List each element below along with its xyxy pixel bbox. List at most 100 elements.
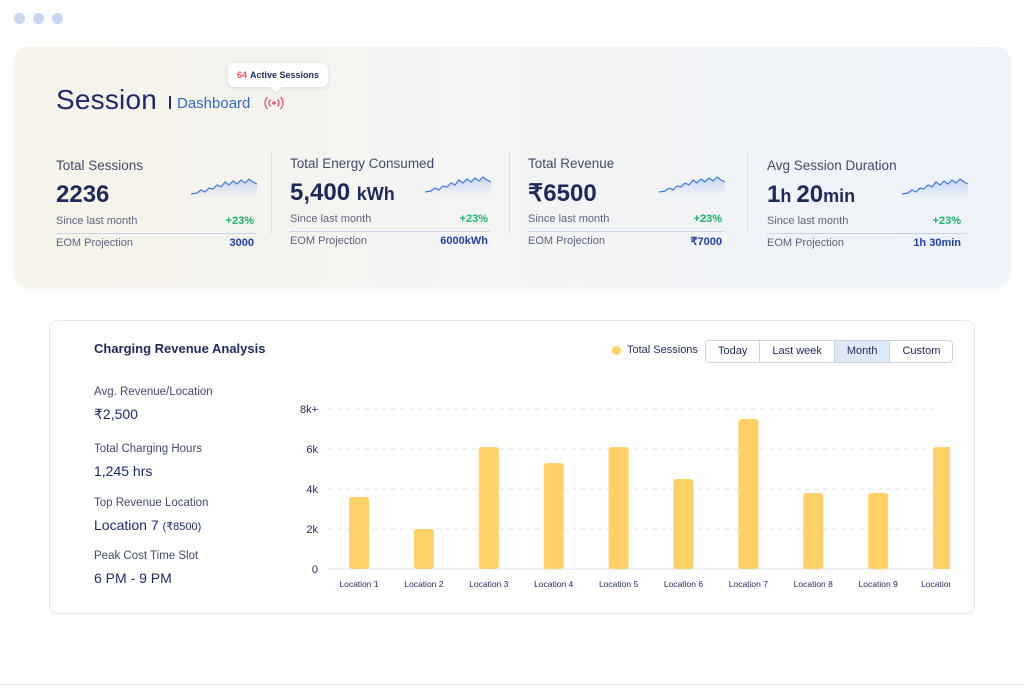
eom-label: EOM Projection	[767, 237, 845, 249]
eom-label: EOM Projection	[290, 235, 368, 247]
stat-total-sessions: Total Sessions 2236 Since last month +23…	[56, 152, 257, 262]
y-tick-label: 6k	[306, 444, 318, 456]
metric-label: Total Charging Hours	[94, 443, 203, 455]
chart-bar	[673, 479, 694, 569]
chart-bar	[608, 447, 629, 569]
x-tick-label: Location 8	[794, 579, 833, 589]
stat-total-revenue: Total Revenue ₹6500 Since last month +23…	[528, 150, 725, 260]
delta-value: +23%	[225, 215, 254, 227]
stat-divider	[56, 233, 256, 234]
projection-value: 6000kWh	[440, 235, 488, 247]
metric-value: ₹2,500	[94, 406, 138, 422]
x-tick-label: Location 4	[534, 579, 573, 589]
sparkline-icon	[659, 176, 725, 196]
x-tick-label: Location 2	[404, 579, 443, 589]
y-tick-label: 2k	[306, 524, 318, 536]
stat-value: 2236	[56, 181, 110, 208]
since-label: Since last month	[528, 213, 610, 225]
x-tick-label: Location 5	[599, 579, 638, 589]
window-dot-2[interactable]	[33, 13, 44, 24]
stat-label: Total Energy Consumed	[290, 156, 435, 171]
stat-avg-session-duration: Avg Session Duration 1h 20min Since last…	[767, 152, 968, 262]
x-tick-label: Location 9	[859, 579, 898, 589]
projection-value: 3000	[229, 237, 254, 249]
x-tick-label: Location 7	[729, 579, 768, 589]
page-title: Session	[56, 84, 158, 115]
broadcast-icon	[264, 96, 284, 110]
chart-bar	[543, 463, 564, 569]
y-tick-label: 4k	[306, 484, 318, 496]
y-tick-label: 0	[312, 564, 318, 576]
x-tick-label: Location 3	[469, 579, 508, 589]
chart-bar	[868, 493, 889, 569]
delta-value: +23%	[932, 215, 961, 227]
range-today-button[interactable]: Today	[706, 341, 761, 362]
since-label: Since last month	[290, 213, 372, 225]
chart-legend: Total Sessions	[612, 344, 698, 356]
x-tick-label: Location 10	[921, 579, 950, 589]
projection-value: 1h 30min	[913, 237, 961, 249]
since-label: Since last month	[767, 215, 849, 227]
revenue-bar-chart: 0 2k 4k 6k 8k+ Location 1 Location 2 Location 3…	[300, 404, 950, 589]
x-tick-label: Location 6	[664, 579, 703, 589]
metric-label: Peak Cost Time Slot	[94, 550, 199, 562]
summary-panel	[14, 47, 1010, 287]
chart-bar	[478, 447, 499, 569]
stat-separator	[271, 152, 272, 234]
active-sessions-label: Active Sessions	[250, 70, 320, 80]
y-tick-label: 8k+	[300, 404, 318, 416]
stat-divider	[290, 231, 490, 232]
chart-bar	[349, 497, 369, 569]
metric-charging-hours: Total Charging Hours 1,245 hrs	[94, 443, 202, 479]
time-range-selector: Today Last week Month Custom	[705, 340, 954, 363]
metric-top-location: Top Revenue Location Location 7 (₹8500)	[94, 497, 208, 533]
stat-label: Avg Session Duration	[767, 158, 897, 173]
chart-bar	[933, 447, 950, 569]
sparkline-icon	[902, 178, 968, 198]
active-sessions-count: 64	[237, 70, 248, 80]
metric-avg-revenue: Avg. Revenue/Location ₹2,500	[94, 386, 213, 423]
stat-separator	[509, 152, 510, 234]
metric-label: Top Revenue Location	[94, 497, 209, 509]
stat-label: Total Revenue	[528, 156, 615, 171]
stat-divider	[767, 233, 967, 234]
stat-divider	[528, 231, 724, 232]
x-tick-label: Location 1	[339, 579, 378, 589]
range-last-week-button[interactable]: Last week	[760, 341, 835, 362]
page-bottom-divider	[0, 684, 1024, 685]
metric-label: Avg. Revenue/Location	[94, 386, 213, 398]
range-month-button[interactable]: Month	[834, 341, 891, 362]
breadcrumb-dashboard[interactable]: Dashboard	[177, 95, 251, 112]
stat-value: 1h 20min	[767, 181, 856, 208]
stat-separator	[747, 152, 748, 234]
sparkline-icon	[425, 176, 491, 196]
range-custom-button[interactable]: Custom	[890, 341, 953, 362]
metric-value: Location 7 (₹8500)	[94, 517, 202, 533]
title-separator	[169, 96, 171, 109]
chart-bar	[413, 529, 434, 569]
stat-total-energy: Total Energy Consumed 5,400 kWh Since la…	[290, 150, 491, 260]
projection-value: ₹7000	[690, 236, 722, 248]
window-dot-3[interactable]	[52, 13, 63, 24]
metric-peak-cost-slot: Peak Cost Time Slot 6 PM - 9 PM	[94, 550, 198, 586]
metric-value: 6 PM - 9 PM	[94, 570, 172, 586]
active-sessions-badge: 64 Active Sessions	[228, 63, 329, 87]
analysis-title: Charging Revenue Analysis	[94, 341, 266, 356]
chart-bar	[803, 493, 824, 569]
stat-value: ₹6500	[528, 180, 597, 207]
sparkline-icon	[191, 178, 257, 198]
since-label: Since last month	[56, 215, 138, 227]
window-controls	[14, 13, 63, 24]
chart-bar	[738, 419, 759, 569]
delta-value: +23%	[693, 213, 722, 225]
metric-value: 1,245 hrs	[94, 463, 153, 479]
legend-swatch	[612, 345, 621, 355]
legend-label: Total Sessions	[627, 344, 698, 356]
eom-label: EOM Projection	[528, 235, 606, 247]
stat-value: 5,400 kWh	[290, 179, 395, 206]
stat-label: Total Sessions	[56, 158, 144, 173]
delta-value: +23%	[459, 213, 488, 225]
eom-label: EOM Projection	[56, 237, 134, 249]
window-dot-1[interactable]	[14, 13, 25, 24]
metric-note: (₹8500)	[162, 521, 202, 533]
